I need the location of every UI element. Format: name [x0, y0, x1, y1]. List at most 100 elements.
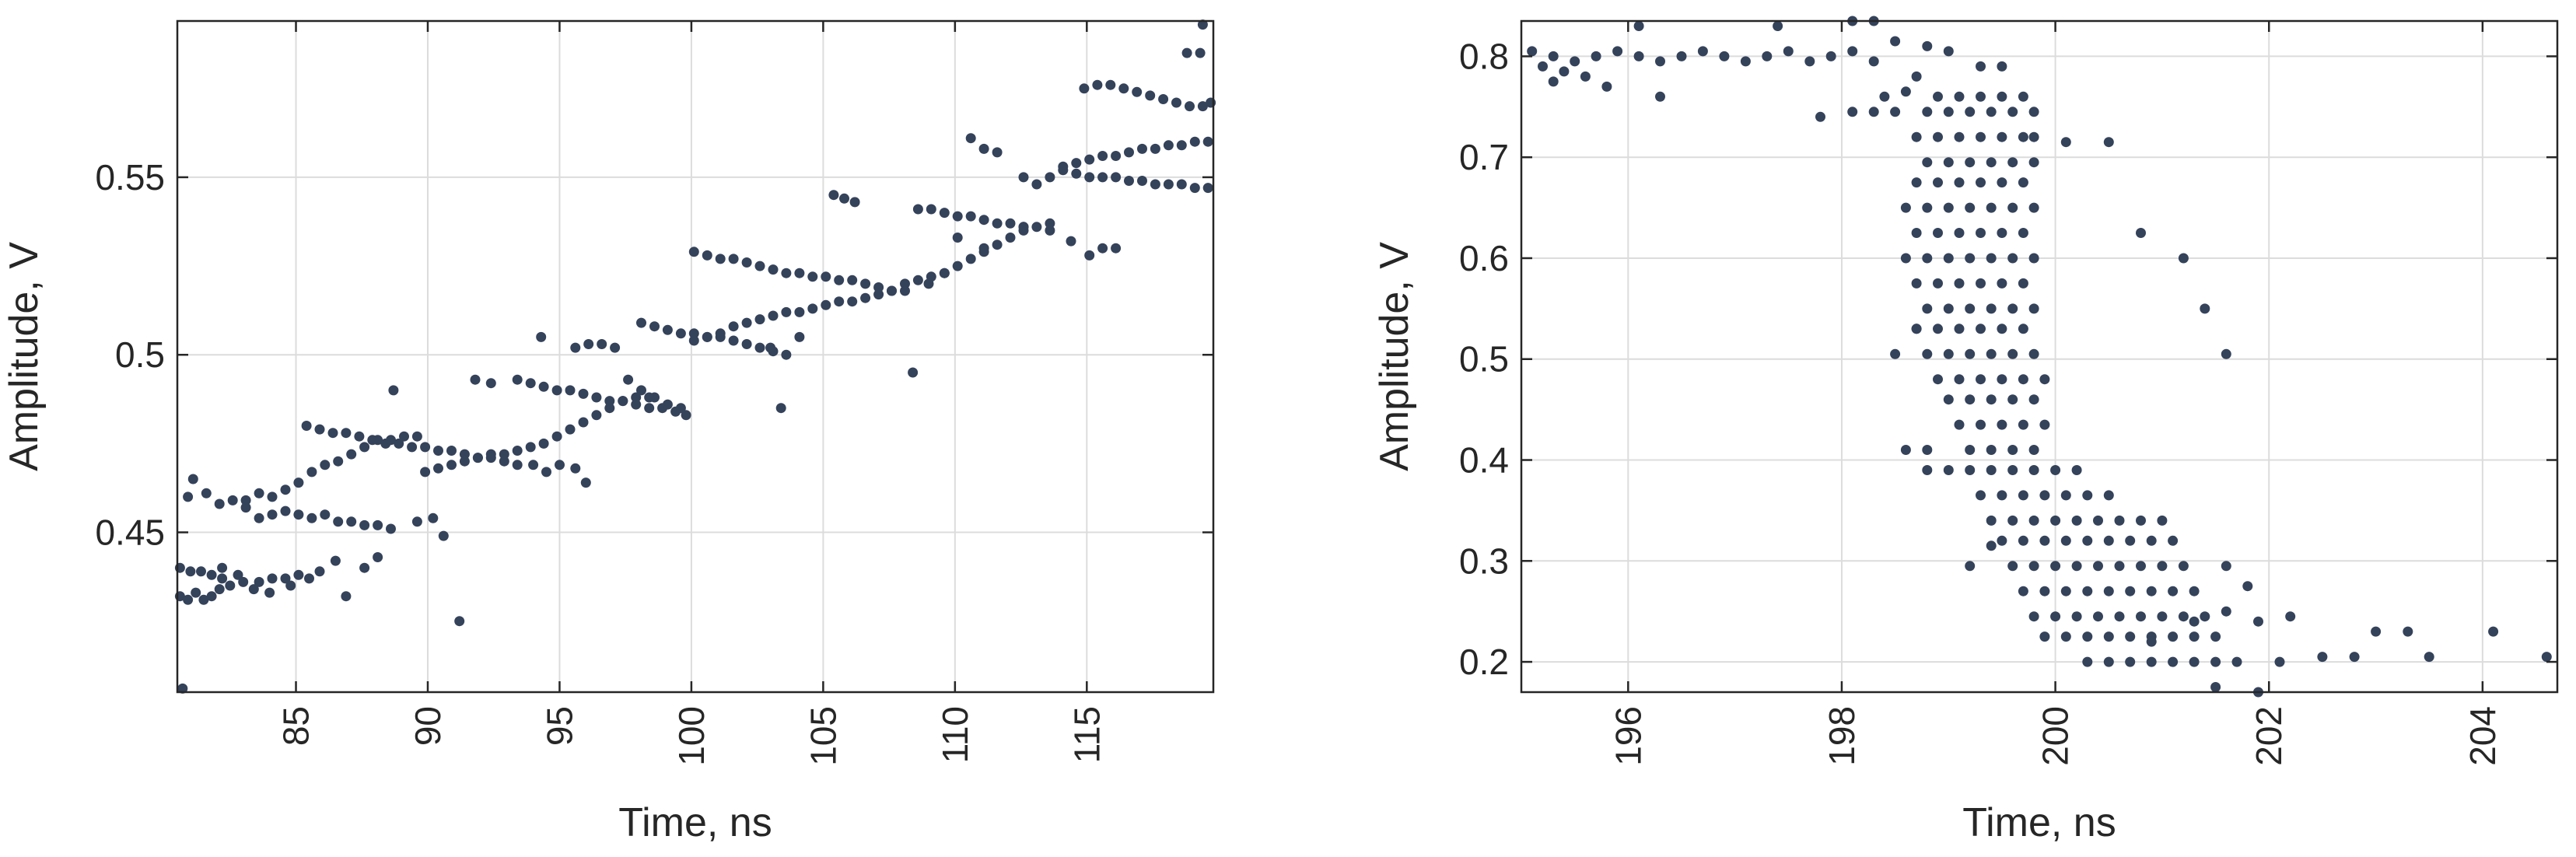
data-point — [1124, 176, 1134, 186]
data-point — [847, 275, 858, 285]
data-point — [2018, 535, 2028, 546]
data-point — [2114, 561, 2125, 572]
data-point — [227, 495, 238, 505]
data-point — [839, 193, 849, 204]
data-point — [1997, 131, 2007, 142]
data-point — [1986, 157, 1997, 168]
data-point — [1922, 202, 1933, 213]
data-point — [2028, 303, 2039, 314]
data-point — [373, 552, 383, 562]
data-point — [1676, 51, 1687, 61]
data-point — [2007, 202, 2018, 213]
data-point — [1005, 233, 1016, 243]
data-point — [1804, 56, 1815, 67]
y-tick-label: 0.3 — [1459, 540, 1509, 581]
data-point — [1954, 278, 1965, 289]
data-point — [2178, 253, 2189, 264]
data-point — [2189, 586, 2200, 596]
data-point — [1997, 278, 2007, 289]
data-point — [1933, 324, 1943, 334]
data-point — [536, 331, 547, 342]
data-point — [834, 275, 845, 285]
data-point — [314, 424, 325, 435]
data-point — [2403, 626, 2413, 637]
data-point — [1132, 86, 1143, 97]
data-point — [314, 566, 325, 577]
data-point — [386, 523, 396, 534]
data-point — [254, 512, 264, 523]
data-point — [1954, 419, 1965, 430]
data-point — [2071, 515, 2082, 526]
data-point — [1911, 228, 1922, 238]
data-point — [570, 342, 581, 353]
data-point — [1092, 79, 1103, 90]
data-point — [1997, 419, 2007, 430]
data-point — [939, 268, 950, 278]
data-point — [702, 250, 712, 261]
data-point — [2007, 157, 2018, 168]
data-point — [2028, 611, 2039, 622]
data-point — [512, 460, 523, 470]
data-point — [1773, 21, 1783, 31]
data-point — [636, 385, 646, 396]
data-point — [1965, 303, 1976, 314]
data-point — [583, 339, 594, 349]
data-point — [1145, 90, 1156, 101]
data-point — [1943, 157, 1954, 168]
data-point — [2103, 656, 2114, 667]
data-point — [2071, 465, 2082, 475]
data-point — [1176, 179, 1187, 190]
data-point — [359, 562, 370, 573]
data-point — [1997, 374, 2007, 385]
data-point — [470, 374, 481, 385]
data-point — [2082, 586, 2093, 596]
data-point — [1965, 465, 1976, 475]
data-point — [2018, 228, 2028, 238]
data-point — [794, 306, 805, 317]
data-point — [2039, 535, 2050, 546]
data-point — [1202, 136, 1213, 147]
data-point — [183, 594, 194, 605]
data-point — [992, 147, 1003, 158]
data-point — [1847, 46, 1858, 57]
data-point — [525, 442, 536, 453]
x-tick-label: 105 — [803, 706, 843, 766]
data-point — [2189, 631, 2200, 642]
data-point — [1066, 236, 1076, 247]
data-point — [681, 410, 691, 421]
data-point — [2050, 515, 2061, 526]
data-point — [1976, 419, 1986, 430]
data-point — [597, 339, 607, 349]
data-point — [446, 446, 457, 456]
data-point — [2082, 535, 2093, 546]
data-point — [807, 271, 818, 282]
data-point — [1943, 465, 1954, 475]
data-point — [1158, 94, 1169, 104]
data-point — [541, 467, 551, 477]
data-point — [1976, 374, 1986, 385]
data-point — [346, 449, 357, 460]
data-point — [2039, 631, 2050, 642]
data-point — [1965, 561, 1976, 572]
data-point — [965, 254, 976, 264]
data-point — [1005, 218, 1016, 229]
data-point — [781, 306, 792, 317]
data-point — [2082, 656, 2093, 667]
data-point — [1570, 56, 1580, 67]
data-point — [1189, 183, 1200, 194]
data-point — [1084, 250, 1095, 261]
data-point — [2221, 348, 2231, 359]
data-point — [538, 438, 549, 449]
data-point — [992, 240, 1003, 250]
data-point — [923, 278, 934, 289]
data-point — [715, 254, 726, 264]
data-point — [2060, 137, 2071, 148]
data-point — [2488, 626, 2499, 637]
x-tick-label: 95 — [539, 706, 579, 746]
data-point — [499, 449, 509, 460]
data-point — [1058, 165, 1069, 176]
data-point — [765, 342, 776, 353]
data-point — [1719, 51, 1730, 61]
data-point — [472, 453, 483, 463]
data-point — [2146, 656, 2157, 667]
